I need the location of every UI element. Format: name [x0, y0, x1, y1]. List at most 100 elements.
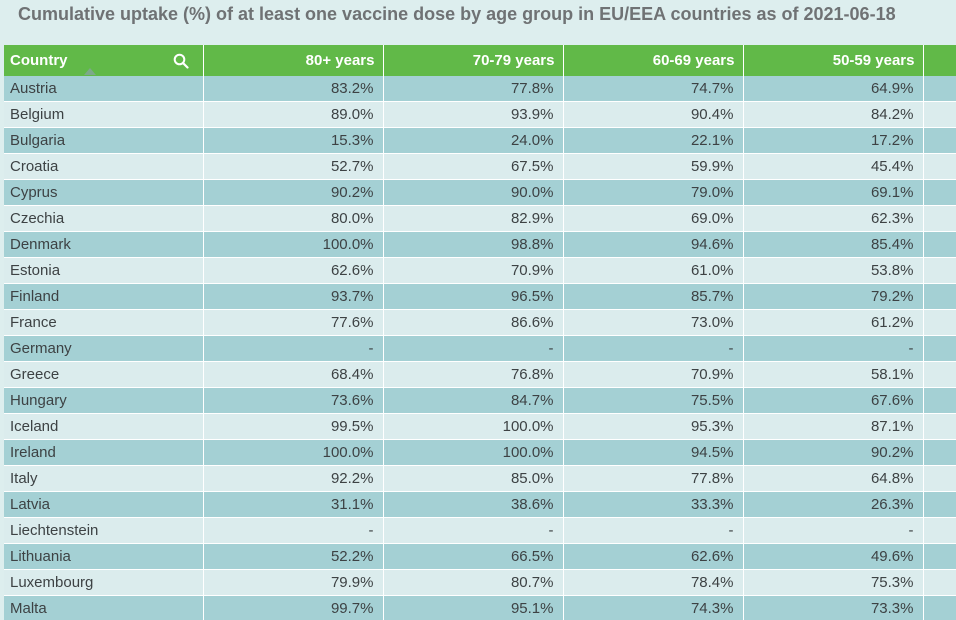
data-table-container[interactable]: Country 80+ years 70-79 years 60-69 year… [4, 45, 956, 620]
value-cell: 67.6% [743, 387, 924, 414]
table-row: Lithuania 52.2% 66.5% 62.6% 49.6% [4, 543, 956, 570]
country-cell: Belgium [4, 101, 204, 128]
value-cell: 62.6% [563, 543, 744, 570]
value-cell: 87.1% [743, 413, 924, 440]
table-row: Finland 93.7% 96.5% 85.7% 79.2% [4, 283, 956, 310]
value-cell: 77.8% [563, 465, 744, 492]
value-cell: 94.5% [563, 439, 744, 466]
search-icon[interactable] [173, 53, 189, 69]
table-row: Bulgaria 15.3% 24.0% 22.1% 17.2% [4, 127, 956, 154]
table-row: Germany - - - - [4, 335, 956, 362]
column-header-70-79[interactable]: 70-79 years [383, 45, 564, 76]
country-cell: Finland [4, 283, 204, 310]
value-cell: 77.6% [203, 309, 384, 336]
overflow-cell [923, 309, 956, 336]
overflow-cell [923, 413, 956, 440]
overflow-cell [923, 387, 956, 414]
value-cell: 99.5% [203, 413, 384, 440]
value-cell: 90.2% [743, 439, 924, 466]
country-cell: Lithuania [4, 543, 204, 570]
value-cell: 83.2% [203, 76, 384, 102]
column-header-label: Country [10, 52, 68, 69]
value-cell: 86.6% [383, 309, 564, 336]
table-row: Czechia 80.0% 82.9% 69.0% 62.3% [4, 205, 956, 232]
table-row: Latvia 31.1% 38.6% 33.3% 26.3% [4, 491, 956, 518]
column-header-80plus[interactable]: 80+ years [203, 45, 384, 76]
table-row: Austria 83.2% 77.8% 74.7% 64.9% [4, 76, 956, 102]
uptake-table: Country 80+ years 70-79 years 60-69 year… [4, 45, 956, 620]
overflow-cell [923, 179, 956, 206]
value-cell: 78.4% [563, 569, 744, 596]
overflow-cell [923, 543, 956, 570]
value-cell: 64.8% [743, 465, 924, 492]
chart-title: Cumulative uptake (%) of at least one va… [18, 4, 896, 24]
country-cell: Italy [4, 465, 204, 492]
value-cell: - [563, 517, 744, 544]
value-cell: 85.7% [563, 283, 744, 310]
country-cell: Iceland [4, 413, 204, 440]
overflow-cell [923, 569, 956, 596]
value-cell: 92.2% [203, 465, 384, 492]
value-cell: 59.9% [563, 153, 744, 180]
value-cell: 98.8% [383, 231, 564, 258]
overflow-cell [923, 335, 956, 362]
value-cell: 76.8% [383, 361, 564, 388]
overflow-cell [923, 517, 956, 544]
value-cell: - [383, 335, 564, 362]
country-cell: Ireland [4, 439, 204, 466]
country-cell: Estonia [4, 257, 204, 284]
table-header-row: Country 80+ years 70-79 years 60-69 year… [4, 45, 956, 76]
value-cell: 75.3% [743, 569, 924, 596]
value-cell: 68.4% [203, 361, 384, 388]
value-cell: 100.0% [383, 413, 564, 440]
value-cell: 31.1% [203, 491, 384, 518]
value-cell: 24.0% [383, 127, 564, 154]
value-cell: 45.4% [743, 153, 924, 180]
table-row: Estonia 62.6% 70.9% 61.0% 53.8% [4, 257, 956, 284]
country-cell: Cyprus [4, 179, 204, 206]
value-cell: 85.0% [383, 465, 564, 492]
table-row: Italy 92.2% 85.0% 77.8% 64.8% [4, 465, 956, 492]
value-cell: 94.6% [563, 231, 744, 258]
table-row: Malta 99.7% 95.1% 74.3% 73.3% [4, 595, 956, 620]
value-cell: 38.6% [383, 491, 564, 518]
overflow-cell [923, 101, 956, 128]
table-row: Hungary 73.6% 84.7% 75.5% 67.6% [4, 387, 956, 414]
table-row: Iceland 99.5% 100.0% 95.3% 87.1% [4, 413, 956, 440]
country-cell: Austria [4, 76, 204, 102]
value-cell: 100.0% [203, 439, 384, 466]
value-cell: 75.5% [563, 387, 744, 414]
value-cell: 73.0% [563, 309, 744, 336]
value-cell: 66.5% [383, 543, 564, 570]
value-cell: 82.9% [383, 205, 564, 232]
value-cell: 67.5% [383, 153, 564, 180]
value-cell: 52.7% [203, 153, 384, 180]
overflow-cell [923, 465, 956, 492]
value-cell: - [203, 335, 384, 362]
value-cell: 79.2% [743, 283, 924, 310]
column-header-50-59[interactable]: 50-59 years [743, 45, 924, 76]
overflow-cell [923, 205, 956, 232]
value-cell: 79.0% [563, 179, 744, 206]
sort-ascending-icon[interactable] [84, 68, 96, 75]
column-header-60-69[interactable]: 60-69 years [563, 45, 744, 76]
country-cell: Malta [4, 595, 204, 620]
value-cell: 62.3% [743, 205, 924, 232]
value-cell: 52.2% [203, 543, 384, 570]
table-row: Denmark 100.0% 98.8% 94.6% 85.4% [4, 231, 956, 258]
value-cell: 33.3% [563, 491, 744, 518]
country-cell: France [4, 309, 204, 336]
country-cell: Greece [4, 361, 204, 388]
value-cell: 61.2% [743, 309, 924, 336]
overflow-cell [923, 231, 956, 258]
overflow-cell [923, 491, 956, 518]
value-cell: 100.0% [383, 439, 564, 466]
overflow-cell [923, 595, 956, 620]
value-cell: 84.2% [743, 101, 924, 128]
value-cell: 90.2% [203, 179, 384, 206]
table-row: Cyprus 90.2% 90.0% 79.0% 69.1% [4, 179, 956, 206]
value-cell: 70.9% [563, 361, 744, 388]
value-cell: 15.3% [203, 127, 384, 154]
column-header-country[interactable]: Country [4, 45, 204, 76]
value-cell: 62.6% [203, 257, 384, 284]
